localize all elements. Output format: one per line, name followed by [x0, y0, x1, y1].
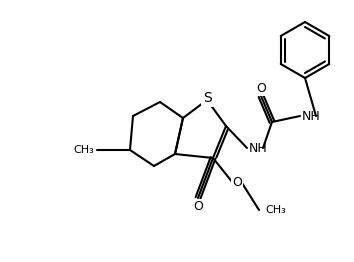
- Text: O: O: [232, 177, 242, 189]
- Text: NH: NH: [249, 141, 268, 155]
- Text: CH₃: CH₃: [73, 145, 94, 155]
- Text: S: S: [202, 91, 211, 105]
- Text: NH: NH: [302, 110, 321, 123]
- Text: O: O: [193, 200, 203, 213]
- Text: CH₃: CH₃: [265, 205, 286, 215]
- Text: O: O: [256, 82, 266, 95]
